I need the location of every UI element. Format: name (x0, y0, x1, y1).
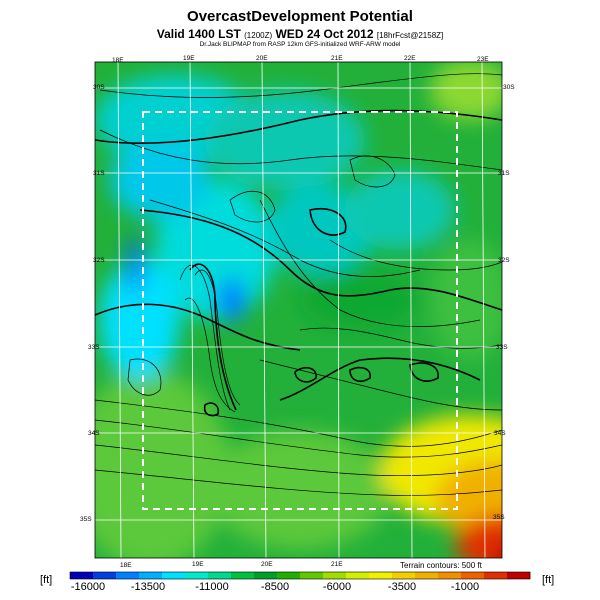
colorbar-swatch (208, 572, 232, 579)
units-left: [ft] (40, 574, 53, 586)
overcast-field (95, 62, 502, 558)
terrain-contour-note: Terrain contours: 500 ft (400, 561, 482, 570)
left-lat-tick: 35S (80, 516, 92, 523)
left-lat-tick: 30S (93, 84, 105, 91)
bottom-lon-tick: 20E (261, 561, 273, 568)
top-lon-tick: 22E (404, 55, 416, 62)
overcast-contours (95, 109, 502, 417)
colorbar-swatch (392, 572, 416, 579)
colorbar-swatch (300, 572, 324, 579)
colorbar-swatch (323, 572, 347, 579)
top-lon-tick: 19E (183, 55, 195, 62)
colorbar-swatch (139, 572, 163, 579)
colorbar-label: -3500 (387, 581, 417, 593)
bottom-lon-tick: 19E (192, 561, 204, 568)
latlon-grid (95, 61, 502, 559)
right-lat-tick: 33S (496, 344, 508, 351)
colorbar-swatch (70, 572, 94, 579)
colorbar-swatch (254, 572, 278, 579)
colorbar-label: -6000 (322, 581, 352, 593)
bottom-lon-tick: 21E (331, 561, 343, 568)
valid-time: Valid 1400 LST (156, 27, 241, 41)
colorbar-swatch (438, 572, 462, 579)
units-right: [ft] (542, 574, 555, 586)
left-lat-tick: 34S (88, 430, 100, 437)
colorbar-swatch (369, 572, 393, 579)
inner-domain-box (142, 111, 458, 510)
colorbar-label: -1000 (450, 581, 480, 593)
page-title: OvercastDevelopment Potential (187, 8, 413, 25)
right-lat-tick: 30S (503, 84, 515, 91)
right-lat-tick: 34S (494, 430, 506, 437)
left-lat-tick: 32S (93, 257, 105, 264)
colorbar-label: -8500 (260, 581, 290, 593)
colorbar-swatch (461, 572, 485, 579)
colorbar-swatch (415, 572, 439, 579)
left-lat-tick: 31S (93, 170, 105, 177)
forecast-info: [18hrFcst@2158Z] (376, 31, 444, 40)
map-frame (94, 61, 503, 559)
terrain-contours (95, 73, 502, 496)
colorbar-swatch (484, 572, 508, 579)
colorbar-swatch (93, 572, 117, 579)
right-lat-tick: 35S (493, 514, 505, 521)
colorbar (70, 572, 531, 579)
colorbar-swatch (346, 572, 370, 579)
colorbar-label: -11000 (195, 581, 229, 593)
colorbar-frame (69, 571, 531, 580)
model-info: Dr.Jack BLIPMAP from RASP 12km GFS-initi… (199, 41, 401, 48)
colorbar-swatch (507, 572, 531, 579)
map-subtitle: Valid 1400 LST (1200Z) WED 24 Oct 2012 [… (0, 27, 600, 41)
left-lat-tick: 33S (88, 344, 100, 351)
colorbar-label: -13500 (130, 581, 166, 593)
utc-time: (1200Z) (244, 31, 273, 40)
top-lon-tick: 23E (477, 56, 489, 63)
valid-date: WED 24 Oct 2012 (275, 27, 374, 41)
colorbar-swatch (116, 572, 140, 579)
right-lat-tick: 31S (498, 170, 510, 177)
top-lon-tick: 18E (112, 57, 124, 64)
top-lon-tick: 21E (331, 55, 343, 62)
right-lat-tick: 32S (498, 257, 510, 264)
bottom-lon-tick: 18E (120, 562, 132, 569)
top-lon-tick: 20E (256, 55, 268, 62)
colorbar-swatch (231, 572, 255, 579)
colorbar-label: -16000 (70, 581, 106, 593)
colorbar-swatch (277, 572, 301, 579)
colorbar-swatch (185, 572, 209, 579)
colorbar-swatch (162, 572, 186, 579)
